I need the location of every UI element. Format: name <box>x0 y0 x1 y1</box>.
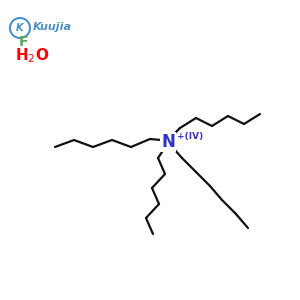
Text: +(IV): +(IV) <box>177 133 203 142</box>
Text: Kuujia: Kuujia <box>33 22 72 32</box>
Text: K: K <box>16 23 24 33</box>
Text: F: F <box>19 35 29 49</box>
Text: N: N <box>161 133 175 151</box>
Text: H$_2$O: H$_2$O <box>15 46 50 65</box>
